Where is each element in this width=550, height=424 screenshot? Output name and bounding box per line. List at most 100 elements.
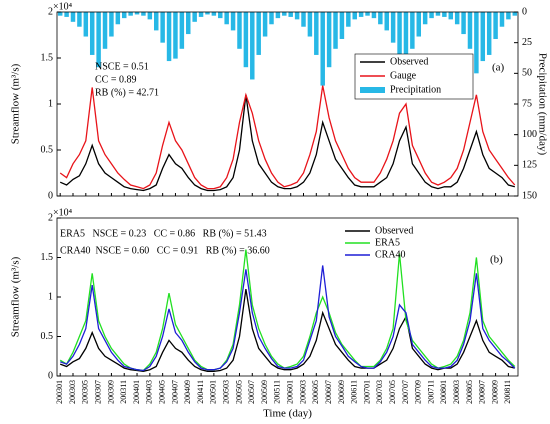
x-tick-label: 200401 [132, 380, 141, 404]
precip-bar [192, 12, 197, 22]
y-multiplier: ×10⁴ [53, 207, 73, 218]
precip-bar [314, 12, 319, 55]
precip-bar [198, 12, 204, 17]
precip-bar [173, 12, 178, 59]
precip-bar [179, 12, 185, 49]
x-tick-label: 200509 [260, 380, 269, 404]
x-tick-label: 200711 [426, 380, 435, 404]
precip-bar [160, 12, 165, 43]
y-tick-label: 2 [48, 6, 53, 17]
precip-bar [154, 12, 159, 31]
x-tick-label: 200501 [209, 380, 218, 404]
precip-bar [77, 12, 82, 27]
y2-axis-label: Precipitation (mm/day) [536, 53, 548, 156]
annotation: RB (%) = 42.71 [95, 87, 159, 98]
x-tick-label: 200405 [157, 380, 166, 404]
precip-bar [224, 12, 229, 25]
precip-bar [269, 12, 274, 25]
x-tick-label: 200407 [170, 380, 179, 404]
x-tick-label: 200811 [503, 380, 512, 404]
y2-tick-label: 50 [522, 68, 532, 79]
x-tick-label: 200409 [183, 380, 192, 404]
precip-bar [346, 12, 351, 27]
x-tick-label: 200611 [350, 380, 359, 404]
plot-frame [56, 11, 519, 197]
x-tick-label: 200809 [490, 380, 499, 404]
precip-bar [326, 12, 332, 68]
precip-bar [422, 12, 428, 25]
x-tick-label: 200301 [55, 380, 64, 404]
legend-swatch [360, 87, 385, 93]
precip-bar [390, 12, 396, 43]
y2-tick-label: 0 [522, 6, 527, 17]
precip-bar [493, 12, 498, 39]
y-tick-label: 0.5 [41, 144, 54, 155]
precip-bar [506, 12, 511, 20]
x-tick-label: 200505 [234, 380, 243, 404]
precip-bar [378, 12, 383, 25]
precip-bar [397, 12, 402, 62]
x-tick-label: 200507 [247, 380, 256, 404]
y-tick-label: 1.5 [41, 252, 54, 263]
y-tick-label: 1 [48, 98, 53, 109]
precip-bar [358, 12, 364, 17]
plot-frame [56, 217, 519, 377]
precip-bar [403, 12, 409, 74]
precip-bar [410, 12, 415, 49]
precip-bar [243, 12, 249, 68]
precip-bar [461, 12, 466, 35]
x-tick-label: 200303 [68, 380, 77, 404]
precip-bar [250, 12, 255, 80]
x-tick-label: 200807 [478, 380, 487, 404]
y-tick-label: 0 [48, 370, 53, 381]
y-tick-label: 1 [48, 291, 53, 302]
precip-bar [339, 12, 345, 39]
precip-bar [134, 12, 140, 15]
precip-bar [282, 12, 287, 16]
precip-bar [102, 12, 108, 49]
series-line [59, 249, 516, 372]
y-tick-label: 0.5 [41, 331, 54, 342]
x-tick-label: 200603 [298, 380, 307, 404]
precip-bar [128, 12, 133, 16]
y-tick-label: 2 [48, 212, 53, 223]
precip-bar [141, 12, 146, 16]
x-tick-label: 200311 [119, 380, 128, 404]
precip-bar [96, 12, 101, 68]
precip-bar [57, 12, 63, 16]
panel-label: (a) [492, 62, 505, 74]
x-tick-label: 200707 [401, 380, 410, 404]
precip-bar [301, 12, 306, 27]
precip-bar [384, 12, 389, 31]
annotation: ERA5 NSCE = 0.23 CC = 0.86 RB (%) = 51.4… [60, 228, 267, 239]
x-tick-label: 200503 [222, 380, 231, 404]
x-tick-label: 200309 [106, 380, 115, 404]
precip-bar [70, 12, 76, 22]
x-tick-label: 200601 [286, 380, 295, 404]
precip-bar [442, 12, 447, 17]
precip-bar [230, 12, 236, 31]
precip-bar [307, 12, 313, 37]
x-tick-label: 200511 [273, 380, 282, 404]
precip-bar [275, 12, 281, 19]
x-tick-label: 200805 [465, 380, 474, 404]
x-tick-label: 200605 [311, 380, 320, 404]
x-tick-label: 200307 [93, 380, 102, 404]
precip-bar [512, 12, 518, 16]
y-tick-label: 1.5 [41, 52, 54, 63]
x-tick-label: 200403 [145, 380, 154, 404]
precip-bar [333, 12, 338, 49]
x-tick-label: 200411 [196, 380, 205, 404]
precip-bar [499, 12, 505, 27]
precip-bar [365, 12, 370, 16]
precip-bar [256, 12, 261, 55]
precip-bar [474, 12, 479, 74]
y2-tick-label: 75 [522, 98, 532, 109]
x-tick-label: 200609 [337, 380, 346, 404]
precip-bar [262, 12, 268, 37]
x-tick-label: 200709 [414, 380, 423, 404]
annotation: NSCE = 0.51 [95, 61, 149, 72]
precip-bar [64, 12, 69, 17]
precip-bar [320, 12, 325, 86]
precip-bar [429, 12, 434, 19]
